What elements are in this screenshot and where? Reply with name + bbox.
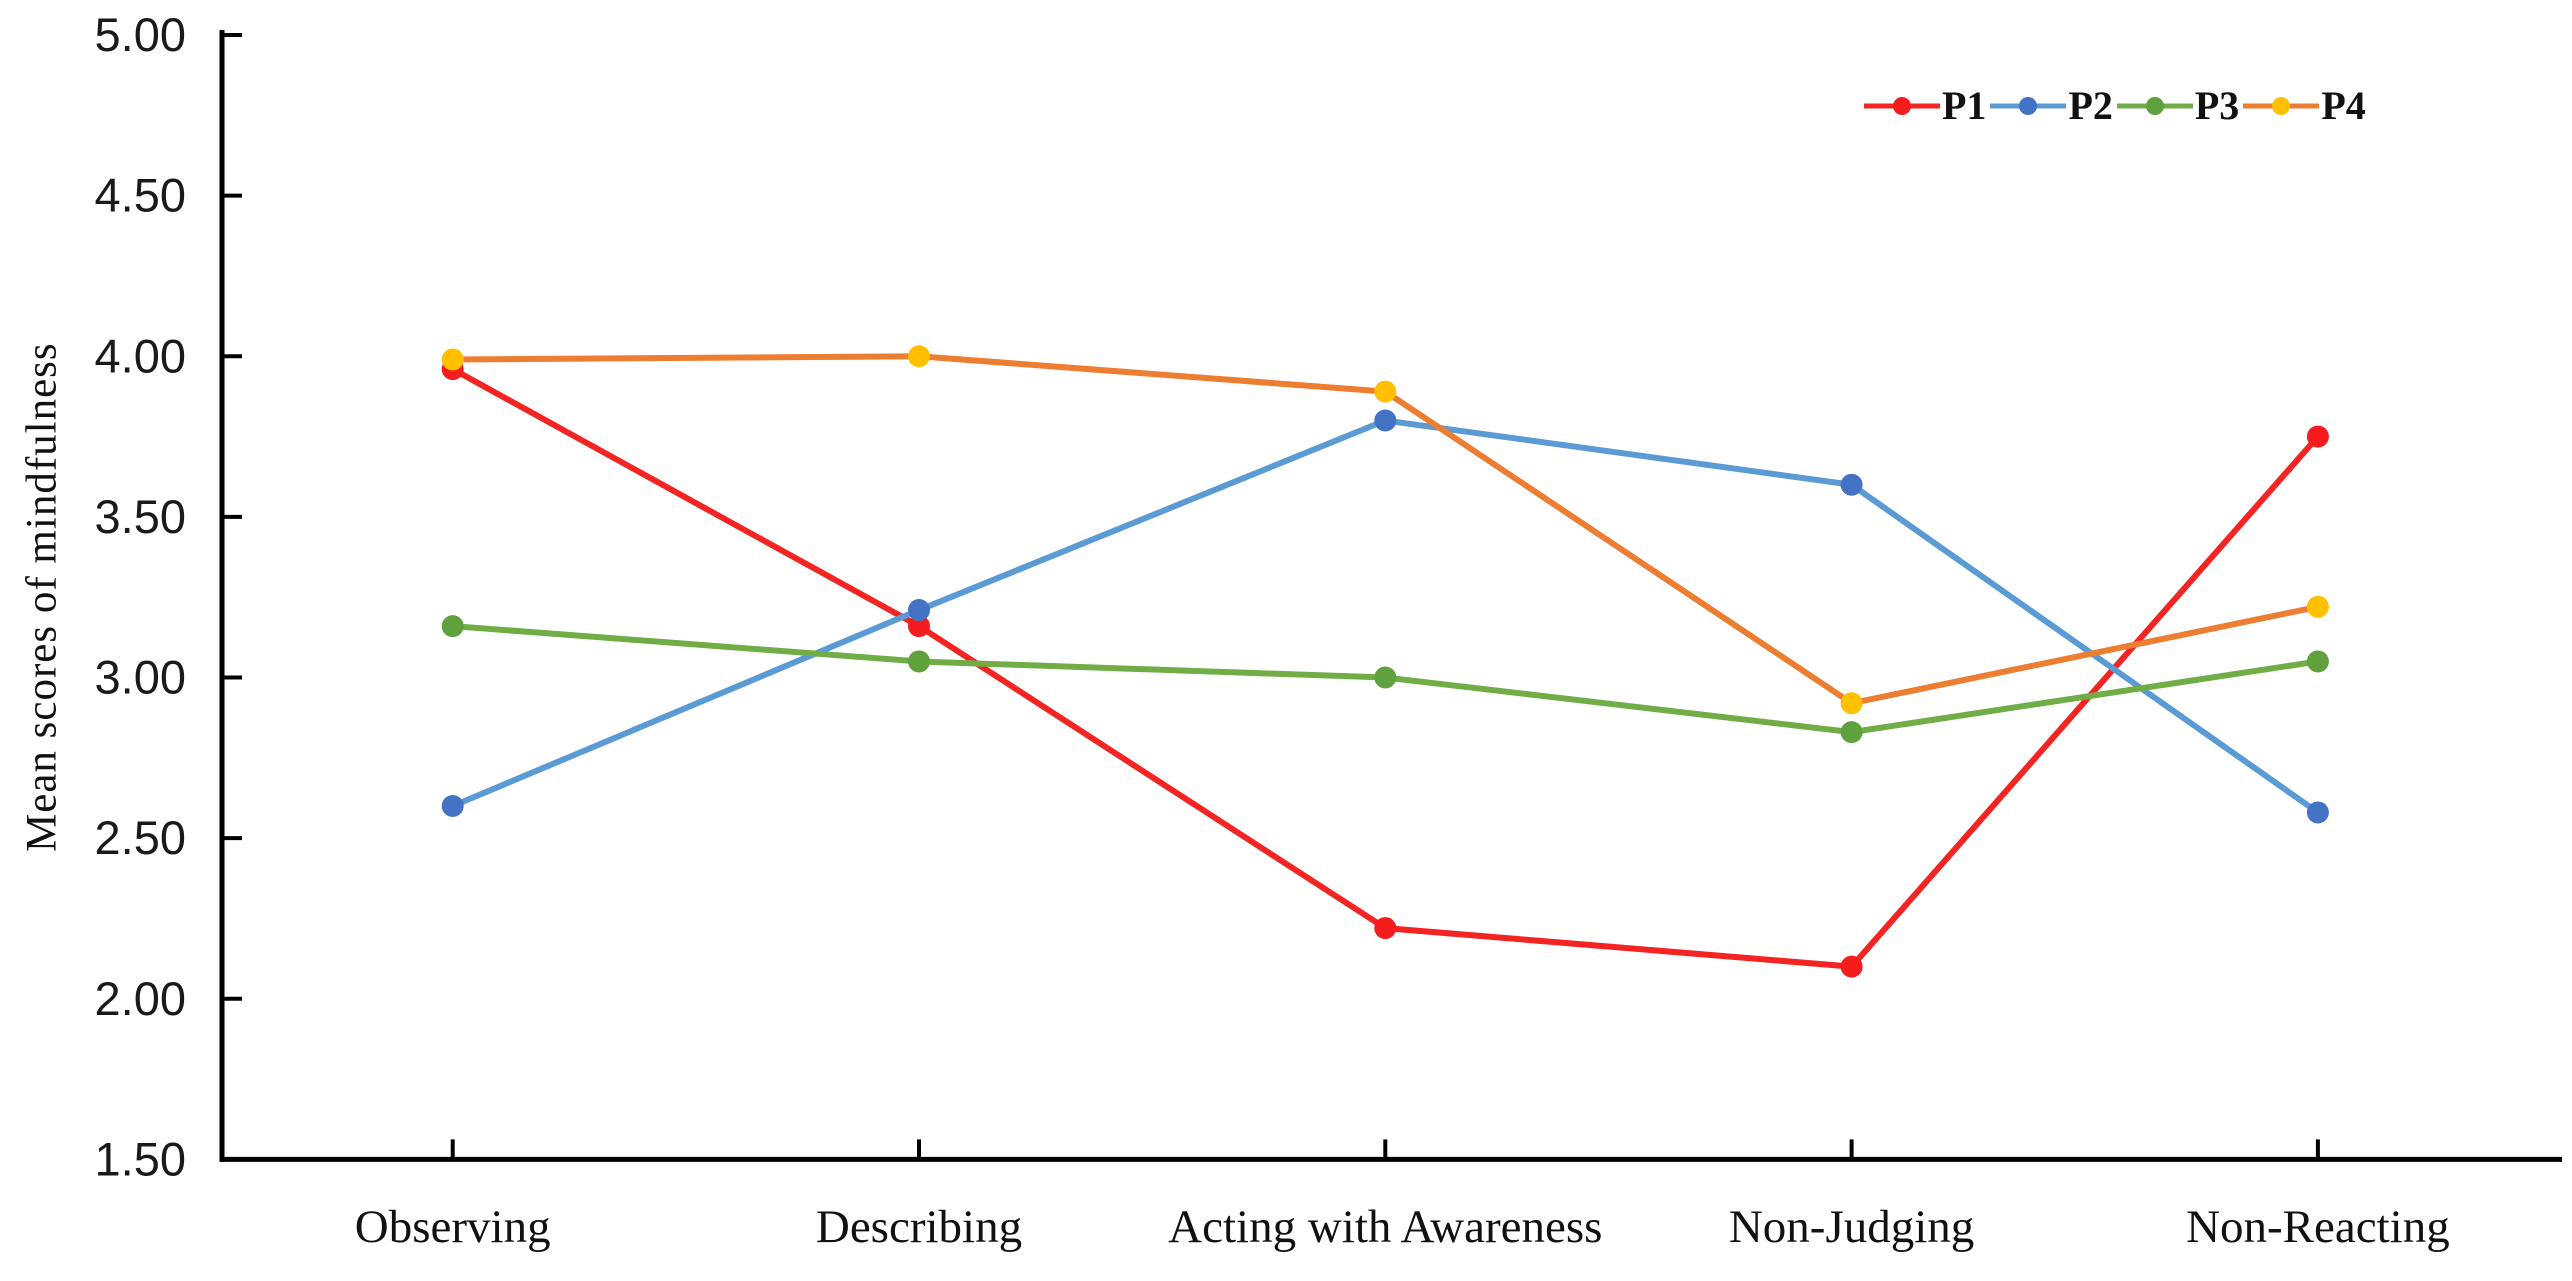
data-point-P4-0 [441, 348, 464, 371]
data-point-P4-3 [1840, 692, 1863, 715]
x-axis: Observing Describing Acting with Awareness… [355, 1139, 2450, 1253]
legend-marker-P1 [1864, 97, 1940, 115]
data-point-P3-4 [2306, 650, 2329, 673]
series-P2 [441, 409, 2329, 824]
data-point-P1-2 [1374, 917, 1397, 940]
y-tick-label: 5.00 [95, 8, 186, 61]
x-category-label: Observing [355, 1201, 551, 1253]
legend-item-P1: P1 [1862, 86, 1986, 126]
data-point-P3-2 [1374, 666, 1397, 689]
y-tick-label: 2.50 [95, 811, 186, 864]
data-point-P2-2 [1374, 409, 1397, 432]
series-P3 [441, 615, 2329, 744]
x-category-label: Acting with Awareness [1168, 1201, 1602, 1253]
y-tick-label: 3.50 [95, 490, 186, 543]
data-point-P3-1 [908, 650, 930, 673]
series-P4 [441, 345, 2329, 715]
y-tick-label: 4.50 [95, 169, 186, 222]
legend: P1 P2 P3 P4 [1862, 86, 2366, 126]
x-category-label: Non-Judging [1729, 1201, 1974, 1253]
data-point-P1-4 [2306, 425, 2329, 448]
legend-marker-P2 [1990, 97, 2067, 115]
series-line-P4 [449, 353, 2321, 707]
legend-label: P4 [2321, 83, 2366, 128]
legend-label: P3 [2194, 83, 2240, 128]
legend-marker-P3 [2116, 97, 2193, 115]
legend-item-P4: P4 [2241, 83, 2366, 128]
data-point-P3-0 [441, 615, 464, 638]
data-point-P4-2 [1374, 380, 1397, 403]
data-point-P4-1 [908, 345, 930, 368]
data-point-P3-3 [1840, 721, 1863, 744]
y-axis: 5.00 4.50 4.00 3.50 3.00 2.50 2.00 1.50 [95, 8, 242, 1185]
data-point-P2-1 [908, 599, 930, 622]
legend-item-P3: P3 [2115, 86, 2239, 126]
legend-label: P2 [2068, 83, 2113, 128]
data-point-P4-4 [2306, 595, 2329, 618]
data-point-P2-3 [1840, 473, 1863, 496]
legend-item-P2: P2 [1988, 83, 2113, 128]
y-tick-label: 3.00 [95, 651, 186, 704]
y-tick-label: 4.00 [95, 329, 186, 382]
data-point-P1-1 [908, 615, 930, 638]
legend-marker-P4 [2243, 97, 2320, 115]
y-tick-label: 1.50 [95, 1132, 186, 1185]
y-tick-label: 2.00 [95, 972, 186, 1025]
x-category-label: Describing [816, 1201, 1022, 1253]
legend-label: P1 [1942, 83, 1987, 128]
data-point-P2-4 [2306, 801, 2329, 824]
x-category-label: Non-Reacting [2186, 1201, 2450, 1253]
data-point-P2-0 [441, 795, 464, 818]
data-point-P1-3 [1840, 955, 1863, 978]
y-axis-title: Mean scores of mindfulness [18, 342, 66, 853]
